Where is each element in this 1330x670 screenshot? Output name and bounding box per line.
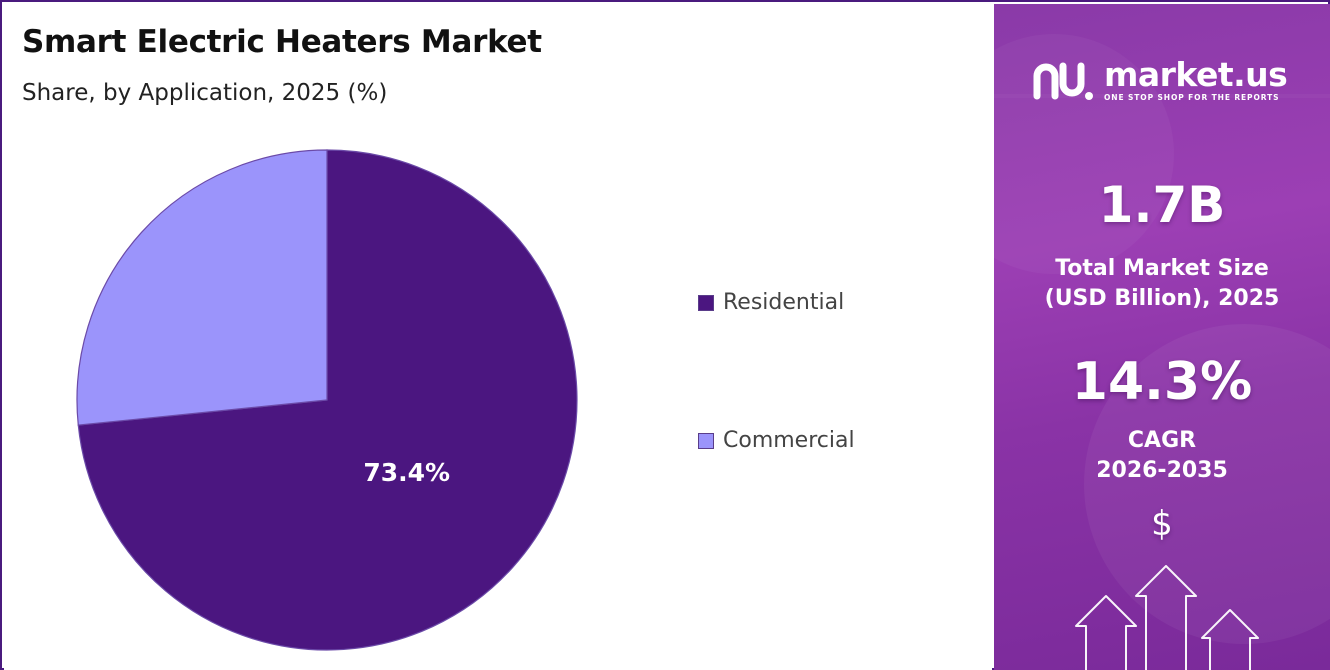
chart-panel: Smart Electric Heaters Market Share, by … [4,4,992,670]
sidebar-background-decoration [994,34,1330,644]
pie-chart: 73.4% [76,149,578,651]
cagr-label-line2: 2026-2035 [1096,458,1228,483]
page-title: Smart Electric Heaters Market [22,24,542,60]
brand-name: market.us [1104,55,1288,94]
market-us-logo-icon [1033,62,1093,100]
legend-item-commercial: Commercial [698,428,855,453]
dollar-icon: $ [1151,504,1173,544]
chart-legend: Residential Commercial [698,4,978,670]
brand-tagline: ONE STOP SHOP FOR THE REPORTS [1104,93,1280,102]
market-size-label-line1: Total Market Size [1055,256,1269,281]
market-size-value: 1.7B [1098,176,1226,234]
cagr-label-line1: CAGR [1127,428,1197,453]
pie-slice-commercial [76,149,328,426]
legend-swatch-residential [698,294,714,311]
market-size-label-line2: (USD Billion), 2025 [1044,286,1280,311]
data-label-residential: 73.4% [363,458,450,487]
legend-label-commercial: Commercial [723,428,855,453]
legend-item-residential: Residential [698,290,844,315]
stats-sidebar: market.us ONE STOP SHOP FOR THE REPORTS … [994,4,1330,670]
growth-arrows-icon [1075,565,1259,670]
page-subtitle: Share, by Application, 2025 (%) [22,80,388,106]
legend-label-residential: Residential [723,290,845,315]
pie-slice-residential [77,149,578,651]
cagr-value: 14.3% [1071,352,1253,412]
legend-swatch-commercial [698,432,714,449]
brand-logo: market.us ONE STOP SHOP FOR THE REPORTS [1032,55,1288,104]
